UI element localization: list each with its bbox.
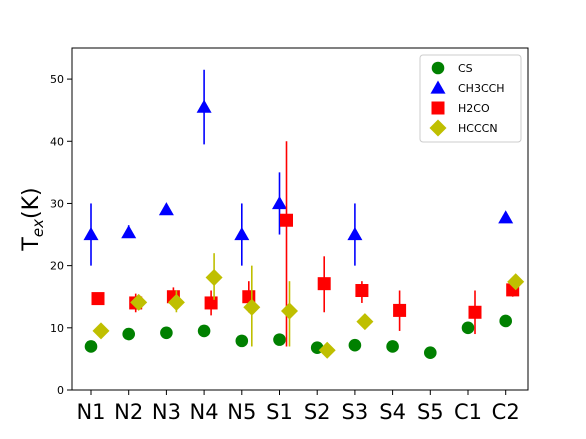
data-point — [205, 268, 223, 286]
x-tick-label: N3 — [152, 400, 181, 424]
legend-marker-cs — [431, 61, 445, 75]
x-tick-label: S4 — [379, 400, 406, 424]
x-tick-label: N5 — [227, 400, 256, 424]
data-point — [281, 302, 298, 320]
data-point — [91, 292, 105, 306]
y-tick-label: 0 — [57, 384, 64, 397]
y-axis-label: Tex(K) — [19, 187, 47, 251]
data-point — [243, 298, 261, 316]
data-point — [234, 227, 250, 241]
data-point — [507, 273, 525, 291]
x-tick-label: N4 — [190, 400, 219, 424]
series-h2co — [91, 141, 520, 347]
x-tick-label: C1 — [454, 400, 482, 424]
data-point — [468, 305, 482, 319]
data-point — [355, 284, 369, 298]
y-axis-ticks: 0 10 20 30 40 50 — [50, 73, 72, 397]
data-point — [204, 296, 218, 310]
data-point — [386, 340, 399, 353]
data-point — [318, 341, 336, 359]
data-point — [122, 327, 135, 341]
data-point — [130, 293, 148, 311]
y-tick-label: 30 — [50, 197, 64, 210]
x-tick-label: S1 — [266, 400, 293, 424]
data-point — [347, 227, 363, 241]
data-point — [196, 99, 212, 113]
data-point — [83, 227, 99, 241]
x-tick-label: N2 — [114, 400, 143, 424]
legend-marker-h2co — [431, 101, 445, 115]
x-tick-label: N1 — [76, 400, 105, 424]
legend-label: HCCCN — [458, 122, 498, 135]
data-point — [158, 202, 174, 216]
series-cs — [84, 314, 512, 359]
data-marks — [83, 69, 525, 359]
y-tick-label: 20 — [50, 260, 64, 273]
data-point — [348, 338, 362, 352]
data-point — [84, 340, 98, 353]
data-point — [499, 314, 512, 328]
data-point — [235, 334, 249, 348]
legend-label: CH3CCH — [458, 82, 505, 95]
data-point — [121, 225, 137, 239]
legend-label: H2CO — [458, 102, 490, 115]
legend-marker-ch3cch — [430, 80, 446, 94]
x-tick-label: S2 — [304, 400, 331, 424]
y-tick-label: 40 — [50, 135, 64, 148]
x-axis-ticks: N1 N2 N3 N4 N5 S1 S2 S3 S4 S5 C1 C2 — [76, 390, 520, 424]
data-point — [317, 277, 331, 291]
data-point — [272, 195, 287, 210]
legend-label: CS — [458, 62, 473, 75]
data-point — [167, 293, 185, 311]
legend: CS CH3CCH H2CO HCCCN — [419, 54, 522, 143]
y-tick-label: 10 — [50, 322, 64, 335]
data-point — [197, 324, 211, 338]
data-point — [393, 303, 407, 317]
plot-frame — [71, 47, 529, 391]
x-tick-label: S3 — [342, 400, 369, 424]
data-point — [92, 322, 110, 340]
data-point — [424, 346, 437, 359]
series-ch3cch — [83, 69, 514, 266]
data-point — [160, 326, 173, 340]
series-hcccn — [92, 253, 525, 359]
data-point — [280, 213, 293, 227]
x-tick-label: S5 — [417, 400, 444, 424]
x-tick-label: C2 — [492, 400, 520, 424]
data-point — [356, 313, 374, 331]
data-point — [461, 321, 475, 335]
legend-box — [419, 54, 522, 143]
legend-marker-hcccn — [429, 119, 447, 137]
data-point — [498, 210, 514, 224]
data-point — [273, 333, 286, 346]
y-tick-label: 50 — [50, 73, 64, 86]
